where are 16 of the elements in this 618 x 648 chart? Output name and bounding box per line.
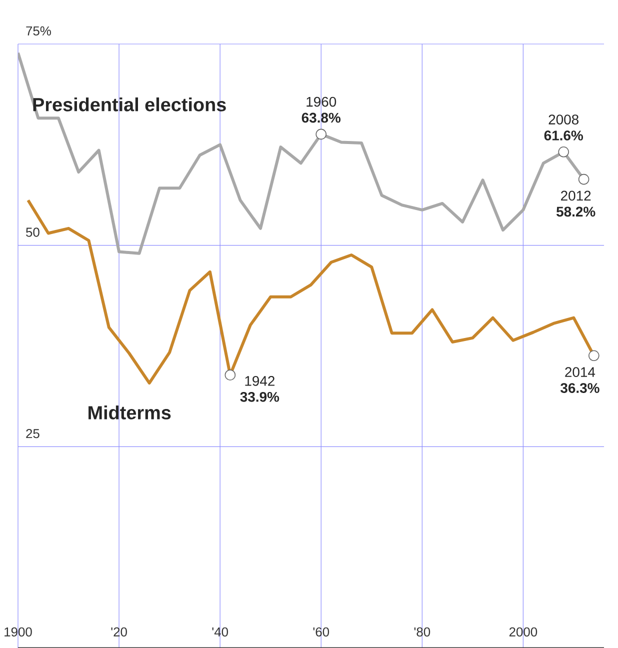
annotation: 1942 33.9% <box>240 376 280 402</box>
x-tick-label: '40 <box>212 627 228 637</box>
x-tick-label: '20 <box>111 627 127 637</box>
x-tick-label: 2000 <box>509 627 538 637</box>
annotation: 2014 36.3% <box>560 367 600 393</box>
y-tick-label: 25 <box>26 428 40 438</box>
x-tick-label: '80 <box>414 627 430 637</box>
series-label: Midterms <box>88 405 171 420</box>
annotation: 2012 58.2% <box>556 190 596 217</box>
y-tick-label: 50 <box>26 228 40 237</box>
annotation: 1960 63.8% <box>302 96 341 123</box>
series-label: Presidential elections <box>33 97 226 112</box>
y-tick-label: 75% <box>26 26 51 36</box>
annotation: 2008 61.6% <box>544 114 583 140</box>
x-tick-label: '60 <box>313 627 330 637</box>
x-tick-label: 1900 <box>4 627 32 637</box>
